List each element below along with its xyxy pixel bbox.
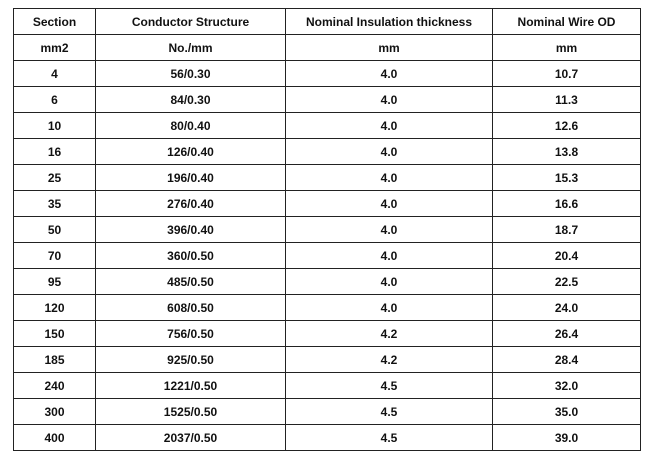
cell-insulation-thickness: 4.0 [285,216,493,243]
cell-section: 10 [13,112,96,139]
cell-wire-od: 15.3 [492,164,641,191]
cell-insulation-thickness: 4.2 [285,320,493,347]
cell-insulation-thickness: 4.5 [285,424,493,451]
cell-wire-od: 35.0 [492,398,641,425]
header-row: Section Conductor Structure Nominal Insu… [13,8,641,35]
cable-spec-table: Section Conductor Structure Nominal Insu… [13,8,641,451]
table-row: 120 608/0.50 4.0 24.0 [13,294,641,321]
cell-section: 120 [13,294,96,321]
cell-section: 240 [13,372,96,399]
cell-wire-od: 24.0 [492,294,641,321]
cell-conductor-structure: 360/0.50 [95,242,286,269]
cell-section: 16 [13,138,96,165]
cell-conductor-structure: 84/0.30 [95,86,286,113]
table-row: 35 276/0.40 4.0 16.6 [13,190,641,217]
cell-insulation-thickness: 4.0 [285,242,493,269]
cell-insulation-thickness: 4.2 [285,346,493,373]
cell-wire-od: 10.7 [492,60,641,87]
cell-conductor-structure: 925/0.50 [95,346,286,373]
cell-section: 50 [13,216,96,243]
header-section: Section [13,8,96,35]
cell-section: 35 [13,190,96,217]
cell-wire-od: 28.4 [492,346,641,373]
cell-section: 70 [13,242,96,269]
cell-conductor-structure: 276/0.40 [95,190,286,217]
table-row: 400 2037/0.50 4.5 39.0 [13,424,641,451]
cell-conductor-structure: 56/0.30 [95,60,286,87]
table-row: 185 925/0.50 4.2 28.4 [13,346,641,373]
cell-insulation-thickness: 4.5 [285,372,493,399]
table-row: 70 360/0.50 4.0 20.4 [13,242,641,269]
unit-section: mm2 [13,34,96,61]
cell-insulation-thickness: 4.0 [285,164,493,191]
cell-insulation-thickness: 4.0 [285,60,493,87]
cell-insulation-thickness: 4.0 [285,86,493,113]
cell-section: 4 [13,60,96,87]
table-row: 150 756/0.50 4.2 26.4 [13,320,641,347]
table-body: 4 56/0.30 4.0 10.7 6 84/0.30 4.0 11.3 10 80/0.40 4… [13,60,641,451]
cell-conductor-structure: 1525/0.50 [95,398,286,425]
unit-insulation-thickness: mm [285,34,493,61]
header-wire-od: Nominal Wire OD [492,8,641,35]
cell-section: 6 [13,86,96,113]
units-row: mm2 No./mm mm mm [13,34,641,61]
cell-conductor-structure: 2037/0.50 [95,424,286,451]
spec-table-container: Section Conductor Structure Nominal Insu… [13,8,641,451]
cell-conductor-structure: 485/0.50 [95,268,286,295]
cell-wire-od: 12.6 [492,112,641,139]
cell-wire-od: 20.4 [492,242,641,269]
table-row: 16 126/0.40 4.0 13.8 [13,138,641,165]
cell-insulation-thickness: 4.0 [285,190,493,217]
cell-conductor-structure: 1221/0.50 [95,372,286,399]
cell-section: 185 [13,346,96,373]
table-row: 240 1221/0.50 4.5 32.0 [13,372,641,399]
cell-insulation-thickness: 4.0 [285,268,493,295]
table-row: 4 56/0.30 4.0 10.7 [13,60,641,87]
cell-conductor-structure: 126/0.40 [95,138,286,165]
table-row: 50 396/0.40 4.0 18.7 [13,216,641,243]
cell-section: 400 [13,424,96,451]
cell-section: 300 [13,398,96,425]
cell-wire-od: 13.8 [492,138,641,165]
cell-wire-od: 26.4 [492,320,641,347]
table-row: 95 485/0.50 4.0 22.5 [13,268,641,295]
cell-conductor-structure: 396/0.40 [95,216,286,243]
cell-section: 25 [13,164,96,191]
cell-wire-od: 16.6 [492,190,641,217]
header-insulation-thickness: Nominal Insulation thickness [285,8,493,35]
cell-insulation-thickness: 4.0 [285,138,493,165]
cell-conductor-structure: 756/0.50 [95,320,286,347]
cell-section: 150 [13,320,96,347]
cell-conductor-structure: 80/0.40 [95,112,286,139]
cell-insulation-thickness: 4.0 [285,294,493,321]
cell-wire-od: 22.5 [492,268,641,295]
table-row: 10 80/0.40 4.0 12.6 [13,112,641,139]
cell-section: 95 [13,268,96,295]
table-row: 6 84/0.30 4.0 11.3 [13,86,641,113]
cell-insulation-thickness: 4.0 [285,112,493,139]
unit-conductor-structure: No./mm [95,34,286,61]
cell-wire-od: 18.7 [492,216,641,243]
unit-wire-od: mm [492,34,641,61]
cell-wire-od: 11.3 [492,86,641,113]
cell-insulation-thickness: 4.5 [285,398,493,425]
cell-conductor-structure: 608/0.50 [95,294,286,321]
cell-wire-od: 32.0 [492,372,641,399]
cell-wire-od: 39.0 [492,424,641,451]
header-conductor-structure: Conductor Structure [95,8,286,35]
table-row: 300 1525/0.50 4.5 35.0 [13,398,641,425]
table-row: 25 196/0.40 4.0 15.3 [13,164,641,191]
cell-conductor-structure: 196/0.40 [95,164,286,191]
